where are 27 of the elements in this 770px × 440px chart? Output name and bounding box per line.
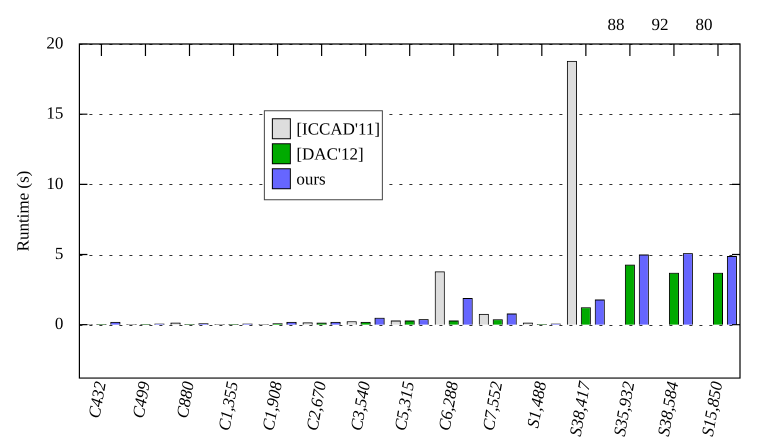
x-tick-label: C3,540: [346, 380, 374, 432]
x-tick-label: S38,417: [566, 378, 594, 438]
text: 88: [607, 14, 624, 34]
x-tick-label: C880: [172, 380, 198, 420]
y-tick-label: 15: [46, 104, 64, 123]
x-tick-label: C1,908: [258, 380, 286, 432]
x-tick-label: C6,288: [434, 380, 462, 432]
x-tick-label: C1,355: [214, 380, 242, 432]
x-tick-label: C5,315: [390, 380, 418, 432]
text: 80: [696, 14, 713, 34]
legend-label: [DAC'12]: [296, 144, 364, 164]
x-tick-label: C7,552: [478, 380, 506, 432]
x-tick-label: S38,584: [654, 379, 682, 438]
x-tick-label: C2,670: [302, 380, 330, 432]
y-tick-label: 20: [46, 33, 64, 52]
x-tick-label: S15,850: [698, 379, 726, 438]
x-tick-label: S1,488: [523, 379, 550, 430]
legend-label: ours: [296, 169, 326, 188]
legend-label: [ICCAD'11]: [296, 119, 380, 138]
y-tick-label: 5: [54, 244, 64, 264]
text: 92: [651, 14, 668, 34]
y-tick-label: 10: [46, 174, 64, 193]
x-tick-label: C499: [128, 380, 154, 420]
x-tick-label: S35,932: [610, 379, 638, 438]
x-tick-label: C432: [84, 380, 110, 420]
y-axis-title: Runtime (s): [14, 170, 33, 252]
y-tick-label: 0: [54, 314, 64, 334]
